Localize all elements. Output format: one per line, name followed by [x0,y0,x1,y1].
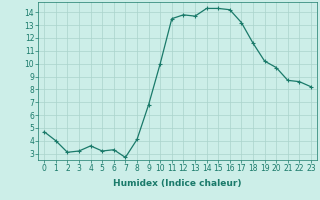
X-axis label: Humidex (Indice chaleur): Humidex (Indice chaleur) [113,179,242,188]
